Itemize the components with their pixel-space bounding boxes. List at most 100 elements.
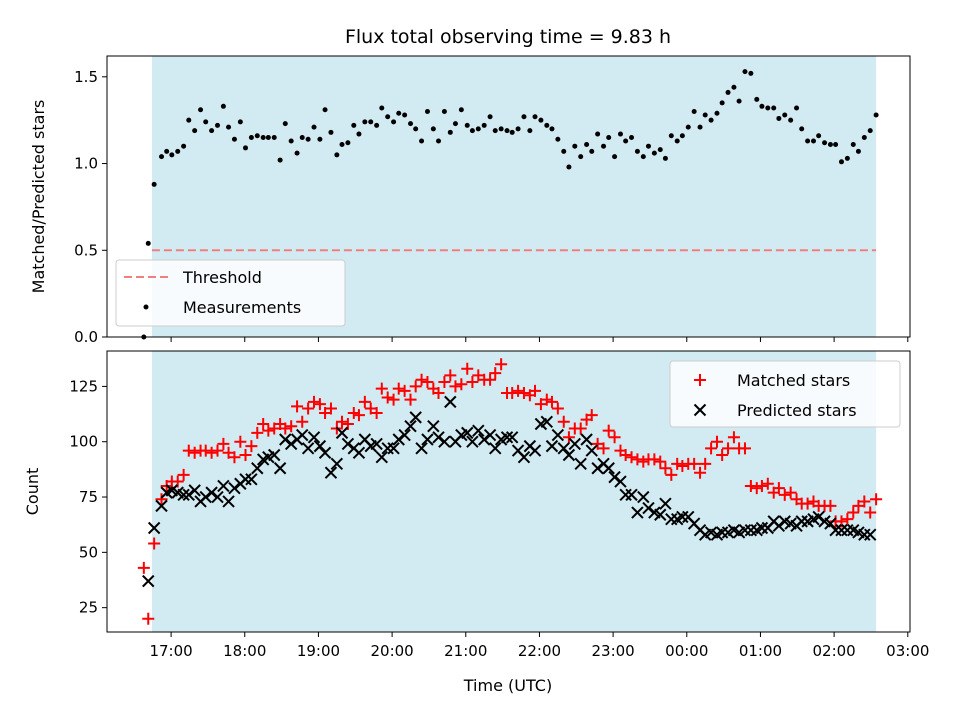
measurement-point: [294, 150, 300, 156]
top-y-tick-label: 0.5: [74, 241, 98, 259]
matched-star-point: [228, 451, 241, 464]
predicted-star-point: [155, 499, 168, 513]
predicted-star-point: [795, 515, 808, 528]
predicted-star-point: [744, 524, 758, 537]
measurement-point: [260, 135, 266, 141]
matched-star-point: [761, 477, 774, 490]
matched-star-point: [659, 462, 672, 475]
matched-star-point: [438, 375, 451, 388]
x-tick-label: 01:00: [739, 642, 782, 660]
measurement-point: [198, 107, 204, 113]
predicted-star-point: [205, 486, 218, 499]
measurement-point: [282, 121, 288, 127]
predicted-star-point: [370, 437, 383, 451]
matched-star-point: [648, 453, 661, 466]
matched-star-point: [177, 468, 190, 481]
predicted-star-point: [637, 490, 650, 504]
measurement-point: [452, 121, 458, 127]
x-tick-label: 02:00: [813, 642, 856, 660]
legend-matched-label: Matched stars: [737, 371, 850, 390]
measurement-point: [527, 128, 533, 134]
predicted-star-point: [279, 433, 292, 446]
matched-star-point: [239, 448, 252, 461]
matched-star-point: [336, 415, 349, 428]
predicted-star-point: [551, 428, 565, 442]
x-tick-label: 17:00: [149, 642, 192, 660]
measurement-point: [714, 110, 720, 116]
matched-star-point: [381, 391, 394, 404]
matched-star-point: [245, 440, 258, 453]
measurement-point: [368, 119, 374, 125]
predicted-star-point: [301, 442, 315, 455]
matched-star-point: [506, 387, 519, 400]
predicted-star-point: [557, 442, 570, 455]
matched-star-point: [302, 402, 315, 415]
legend-measurements-label: Measurements: [183, 298, 301, 317]
matched-star-point: [466, 375, 479, 388]
matched-star-point: [608, 431, 621, 444]
predicted-star-point: [461, 426, 474, 440]
chart-title: Flux total observing time = 9.83 h: [345, 26, 671, 48]
predicted-star-point: [222, 495, 235, 508]
measurement-point: [396, 110, 402, 116]
measurement-point: [833, 141, 839, 147]
predicted-star-point: [540, 415, 554, 429]
measurement-point: [662, 155, 668, 161]
measurement-point: [458, 107, 464, 113]
measurement-point: [759, 103, 765, 109]
x-tick-label: 03:00: [886, 642, 929, 660]
bottom-y-tick-label: 75: [79, 488, 98, 506]
measurement-point: [589, 148, 595, 154]
bottom-y-tick-label: 100: [69, 433, 98, 451]
predicted-star-point: [313, 439, 327, 453]
matched-star-point: [625, 451, 638, 464]
predicted-star-point: [858, 528, 871, 541]
matched-star-point: [308, 395, 321, 408]
bottom-y-tick-label: 125: [69, 377, 98, 395]
predicted-star-point: [580, 433, 593, 446]
measurement-point: [754, 96, 760, 102]
matched-star-point: [705, 442, 718, 455]
predicted-star-point: [352, 446, 366, 459]
predicted-star-point: [341, 437, 355, 451]
matched-star-point: [545, 395, 558, 408]
matched-star-point: [155, 493, 168, 506]
measurement-point: [674, 138, 680, 144]
x-tick-label: 00:00: [665, 642, 708, 660]
matched-star-point: [347, 406, 360, 419]
measurement-point: [566, 164, 572, 170]
measurement-point: [248, 135, 254, 141]
measurement-point: [634, 148, 640, 154]
predicted-star-point: [217, 479, 230, 493]
predicted-star-point: [199, 490, 212, 504]
matched-star-point: [710, 435, 723, 448]
predicted-star-point: [835, 524, 848, 537]
measurement-point: [181, 143, 187, 149]
measurement-point: [810, 138, 816, 144]
matched-star-point: [142, 612, 155, 625]
matched-star-point: [199, 444, 212, 457]
matched-star-point: [755, 479, 768, 492]
predicted-star-point: [421, 433, 434, 446]
predicted-star-point: [505, 431, 519, 444]
matched-star-point: [375, 382, 388, 395]
measurement-point: [408, 121, 414, 127]
measurement-point: [651, 150, 657, 156]
predicted-star-point: [142, 574, 155, 588]
predicted-star-point: [472, 424, 485, 437]
measurement-point: [209, 128, 215, 134]
matched-star-point: [562, 431, 575, 444]
predicted-star-point: [489, 442, 502, 455]
measurement-point: [351, 122, 357, 128]
matched-star-point: [716, 448, 729, 461]
measurement-point: [538, 117, 544, 123]
x-axis-label: Time (UTC): [463, 676, 552, 695]
measurement-point: [385, 114, 391, 120]
measurement-point: [748, 70, 754, 76]
matched-star-point: [409, 380, 422, 393]
measurement-point: [736, 98, 742, 104]
matched-star-point: [699, 457, 712, 470]
matched-star-point: [291, 400, 304, 413]
measurement-point: [657, 147, 663, 153]
measurement-point: [159, 154, 165, 160]
